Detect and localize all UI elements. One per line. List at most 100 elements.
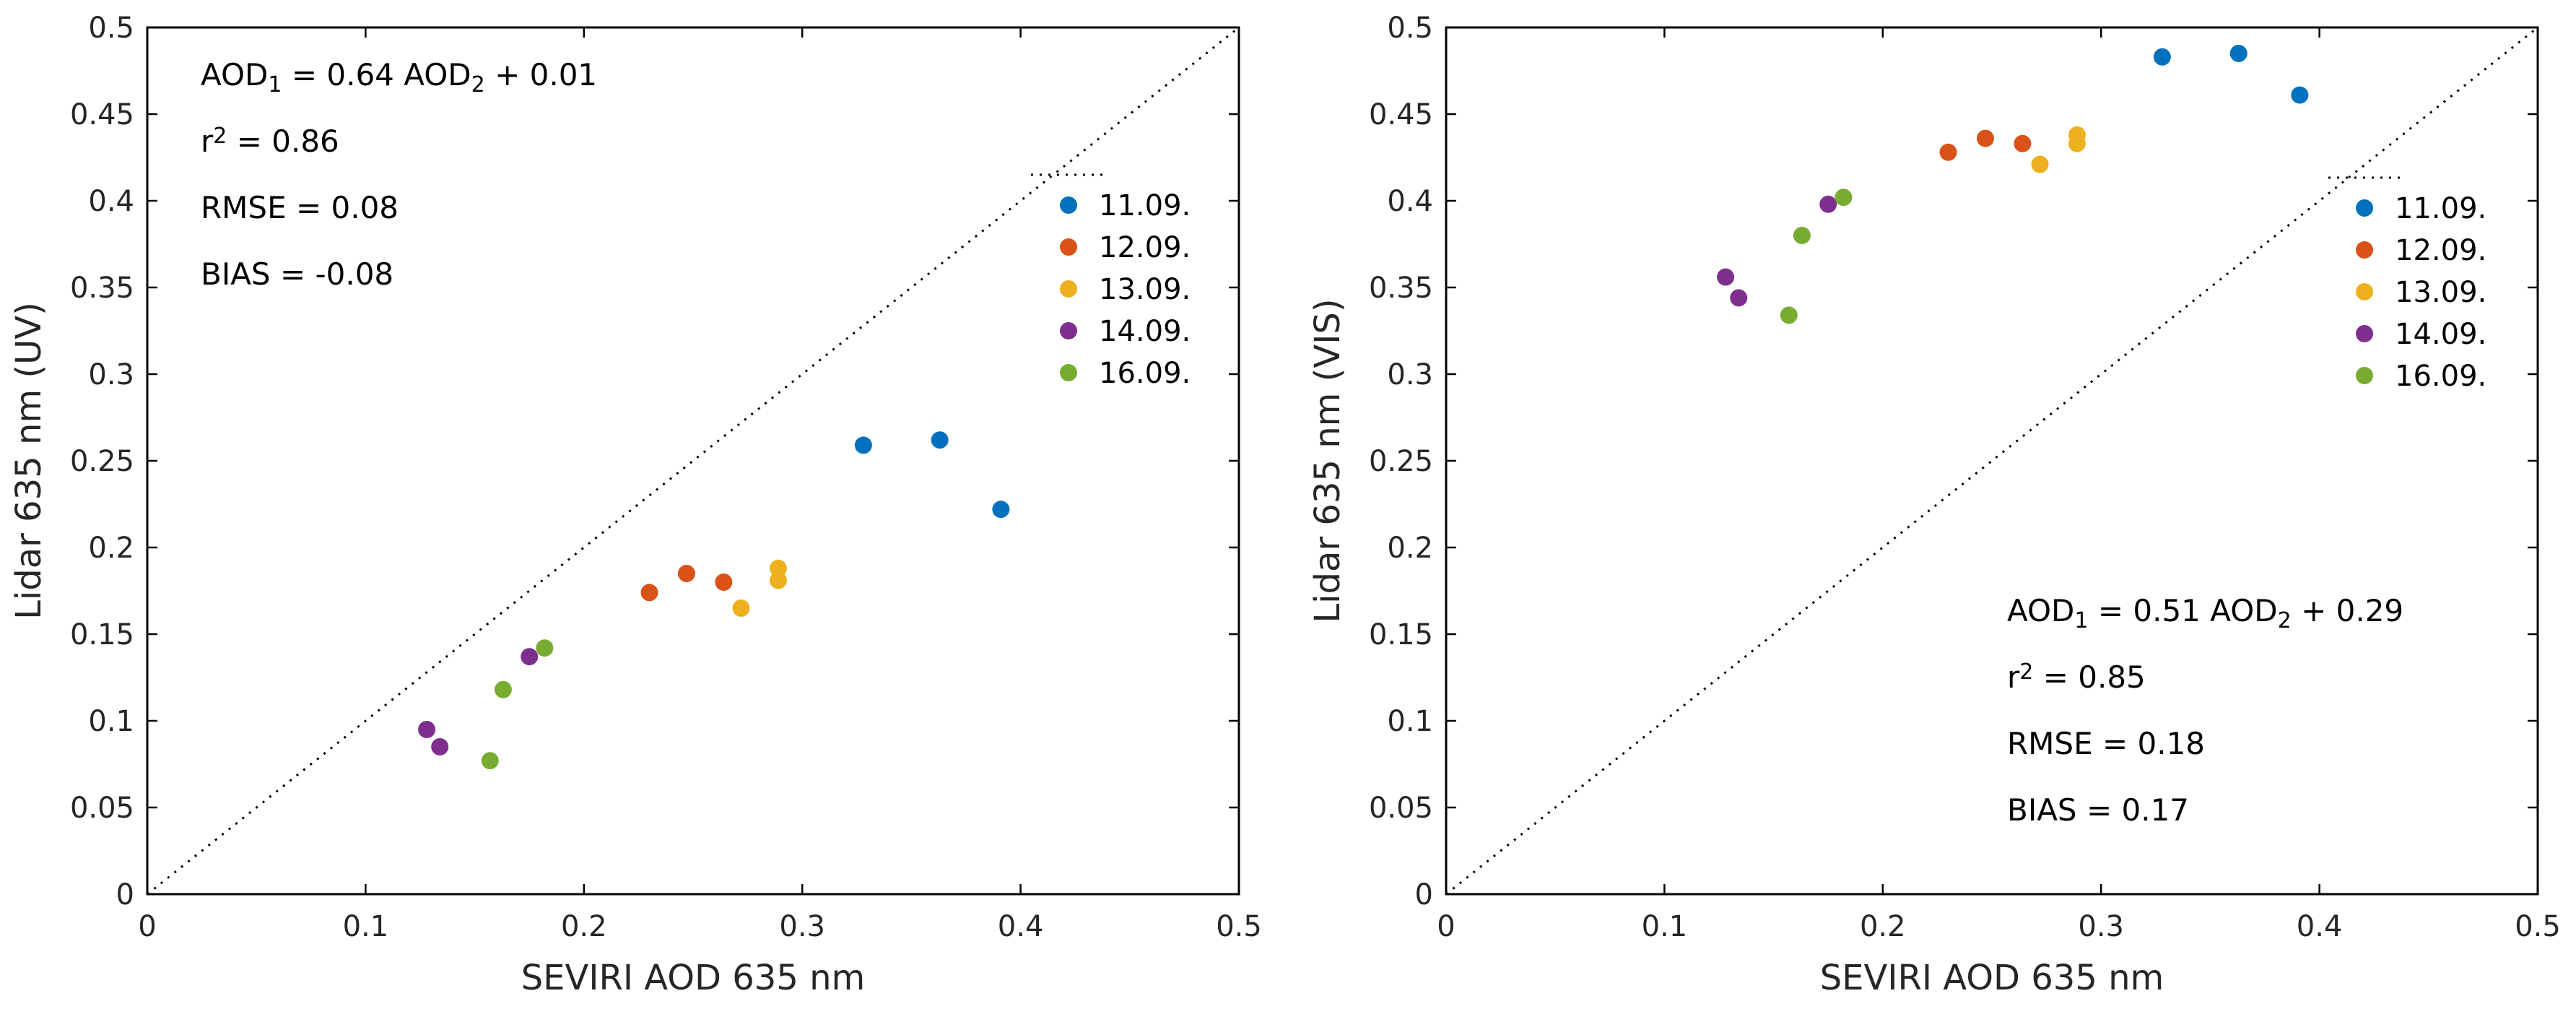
y-tick-label: 0.25: [70, 445, 134, 478]
legend-label: 16.09.: [1099, 357, 1191, 390]
legend-label: 13.09.: [2395, 276, 2486, 309]
data-point-14-09: [1717, 268, 1735, 286]
r-squared: r2 = 0.86: [201, 124, 339, 159]
data-point-16-09: [1835, 189, 1853, 207]
legend-label: 12.09.: [1099, 231, 1191, 264]
regression-equation: AOD1 = 0.64 AOD2 + 0.01: [201, 57, 597, 98]
chart-vis: 0 0.1 0.2 0.3 0.4 0.5 0 0.05 0.1 0.15 0.2 0.25 0.3 0.…: [1307, 12, 2561, 998]
data-point-11-09: [854, 436, 872, 454]
rmse-value: RMSE = 0.08: [201, 190, 399, 225]
legend-label: 11.09.: [1099, 189, 1191, 222]
y-tick-label: 0.3: [1387, 358, 1433, 391]
data-point-12-09: [677, 565, 695, 582]
y-tick-label: 0.2: [88, 532, 134, 565]
y-tick-label: 0.15: [70, 618, 134, 651]
y-axis-label: Lidar 635 nm (VIS): [1307, 298, 1348, 623]
legend-label: 13.09.: [1099, 273, 1191, 306]
regression-equation: AOD1 = 0.51 AOD2 + 0.29: [2007, 593, 2403, 633]
y-tick-label: 0.45: [70, 98, 134, 131]
legend-label: 11.09.: [2395, 192, 2486, 225]
y-tick-label: 0.1: [88, 705, 134, 738]
data-point-11-09: [2291, 86, 2309, 104]
data-point-16-09: [494, 680, 512, 698]
legend-marker: [2356, 283, 2373, 300]
legend: 11.09. 12.09. 13.09. 14.09. 16.09.: [1031, 173, 1191, 390]
y-tick-label: 0: [116, 878, 134, 911]
data-point-14-09: [1730, 289, 1748, 307]
y-tick-label: 0.35: [1369, 272, 1433, 305]
annotation-stats: AOD1 = 0.51 AOD2 + 0.29 r2 = 0.85 RMSE = 0…: [2007, 593, 2403, 828]
data-point-11-09: [2229, 45, 2248, 62]
data-point-13-09: [732, 599, 750, 617]
data-point-16-09: [481, 752, 499, 770]
data-point-14-09: [431, 738, 449, 755]
y-tick-label: 0.4: [88, 185, 134, 218]
data-point-12-09: [640, 584, 658, 602]
legend: 11.09. 12.09. 13.09. 14.09. 16.09.: [2328, 176, 2486, 393]
legend-marker: [2356, 241, 2373, 259]
legend-label: 12.09.: [2395, 234, 2486, 267]
y-axis-label: Lidar 635 nm (UV): [9, 302, 49, 620]
x-tick-label: 0.4: [998, 910, 1044, 943]
y-tick-label: 0.2: [1387, 532, 1433, 565]
x-tick-label: 0.2: [1860, 910, 1906, 943]
data-point-11-09: [2153, 48, 2171, 66]
data-point-13-09: [769, 571, 787, 589]
data-point-16-09: [1780, 306, 1798, 324]
annotation-stats: AOD1 = 0.64 AOD2 + 0.01 r2 = 0.86 RMSE = 0…: [201, 57, 597, 292]
data-point-13-09: [2031, 155, 2049, 173]
data-point-13-09: [769, 559, 787, 577]
data-point-12-09: [1939, 143, 1957, 161]
x-axis-label: SEVIRI AOD 635 nm: [1820, 958, 2164, 998]
y-tick-label: 0: [1415, 878, 1433, 911]
x-axis-label: SEVIRI AOD 635 nm: [521, 958, 866, 998]
chart-uv: 0 0.1 0.2 0.3 0.4 0.5 0 0.05 0.1 0.15 0.2 0.25 0.3 0.…: [9, 12, 1262, 998]
legend-marker: [1060, 364, 1077, 381]
x-tick-label: 0.5: [1216, 910, 1262, 943]
x-tick-label: 0.5: [2515, 910, 2561, 943]
y-tick-label: 0.05: [70, 792, 134, 825]
data-point-14-09: [521, 648, 539, 666]
legend-marker: [1060, 322, 1077, 339]
data-point-14-09: [418, 721, 436, 738]
x-tick-label: 0.4: [2297, 910, 2343, 943]
x-tick-label: 0.2: [561, 910, 607, 943]
one-to-one-line: [147, 26, 1240, 896]
legend-label: 16.09.: [2395, 360, 2486, 393]
x-tick-label: 0.1: [1642, 910, 1688, 943]
y-tick-label: 0.3: [88, 358, 134, 391]
y-tick-label: 0.15: [1369, 618, 1433, 651]
one-to-one-line: [1445, 26, 2538, 896]
bias-value: BIAS = -0.08: [201, 256, 393, 292]
y-tick-label: 0.05: [1369, 792, 1433, 825]
y-tick-label: 0.5: [1387, 12, 1433, 45]
y-tick-label: 0.5: [88, 12, 134, 45]
data-point-14-09: [1819, 195, 1837, 213]
x-tick-label: 0: [1437, 910, 1455, 943]
y-tick-label: 0.25: [1369, 445, 1433, 478]
legend-marker: [1060, 280, 1077, 298]
data-point-16-09: [536, 639, 554, 657]
bias-value: BIAS = 0.17: [2007, 792, 2189, 828]
y-tick-label: 0.35: [70, 272, 134, 305]
x-tick-label: 0.3: [779, 910, 825, 943]
r-squared: r2 = 0.85: [2007, 659, 2146, 695]
y-tick-label: 0.1: [1387, 705, 1433, 738]
y-tick-label: 0.45: [1369, 98, 1433, 131]
data-point-11-09: [931, 431, 949, 449]
data-point-16-09: [1793, 227, 1811, 244]
data-point-11-09: [992, 501, 1010, 519]
legend-marker: [1060, 238, 1077, 256]
x-tick-label: 0: [138, 910, 156, 943]
legend-label: 14.09.: [2395, 318, 2486, 351]
data-point-12-09: [1976, 129, 1994, 147]
rmse-value: RMSE = 0.18: [2007, 726, 2205, 761]
x-tick-label: 0.1: [343, 910, 389, 943]
y-tick-label: 0.4: [1387, 185, 1433, 218]
legend-marker: [2356, 199, 2373, 217]
x-tick-label: 0.3: [2078, 910, 2124, 943]
data-point-12-09: [715, 573, 733, 591]
legend-marker: [2356, 325, 2373, 342]
data-point-12-09: [2014, 134, 2032, 152]
